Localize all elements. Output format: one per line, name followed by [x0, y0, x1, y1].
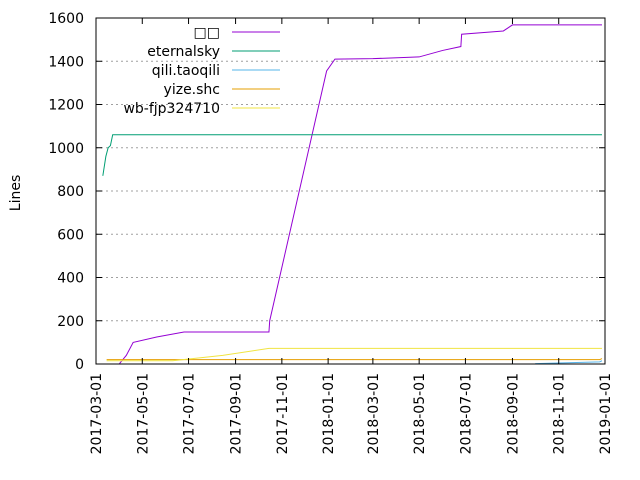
x-tick-label: 2018-01-01: [321, 373, 337, 454]
x-axis-ticks: 2017-03-01 2017-05-01 2017-07-01 2017-09-01…: [89, 18, 614, 454]
x-tick-label: 2017-05-01: [135, 373, 151, 454]
y-tick-label: 1600: [48, 11, 84, 27]
x-tick-label: 2017-07-01: [182, 373, 198, 454]
y-tick-label: 1000: [48, 141, 84, 157]
y-axis-ticks: 0 200 400 600 800 1000 1200 1400 1600: [48, 11, 605, 373]
legend-label: yize.shc: [164, 82, 220, 98]
series-line-1: [102, 134, 602, 176]
y-tick-label: 400: [57, 271, 84, 287]
legend-label: □□: [194, 25, 220, 41]
x-tick-label: 2017-11-01: [275, 373, 291, 454]
x-tick-label: 2018-05-01: [412, 373, 428, 454]
x-tick-label: 2018-07-01: [458, 373, 474, 454]
x-tick-label: 2018-09-01: [505, 373, 521, 454]
y-tick-label: 0: [75, 357, 84, 373]
y-tick-label: 200: [57, 314, 84, 330]
series-lines: [102, 24, 603, 365]
y-tick-label: 1400: [48, 54, 84, 70]
x-tick-label: 2018-03-01: [366, 373, 382, 454]
series-line-2: [535, 360, 603, 365]
x-tick-label: 2019-01-01: [598, 373, 614, 454]
legend-label: qili.taoqili: [152, 63, 220, 79]
y-axis-label: Lines: [8, 175, 24, 211]
series-line-0: [119, 24, 602, 364]
series-line-3: [106, 358, 603, 361]
x-tick-label: 2018-11-01: [552, 373, 568, 454]
y-tick-label: 600: [57, 227, 84, 243]
x-tick-label: 2017-03-01: [89, 373, 105, 454]
legend-label: wb-fjp324710: [123, 101, 220, 117]
legend-label: eternalsky: [147, 44, 220, 60]
y-tick-label: 800: [57, 184, 84, 200]
legend: □□ eternalsky qili.taoqili yize.shc wb-fjp32…: [123, 25, 280, 117]
x-tick-label: 2017-09-01: [229, 373, 245, 454]
series-line-4: [106, 347, 602, 362]
y-tick-label: 1200: [48, 98, 84, 114]
